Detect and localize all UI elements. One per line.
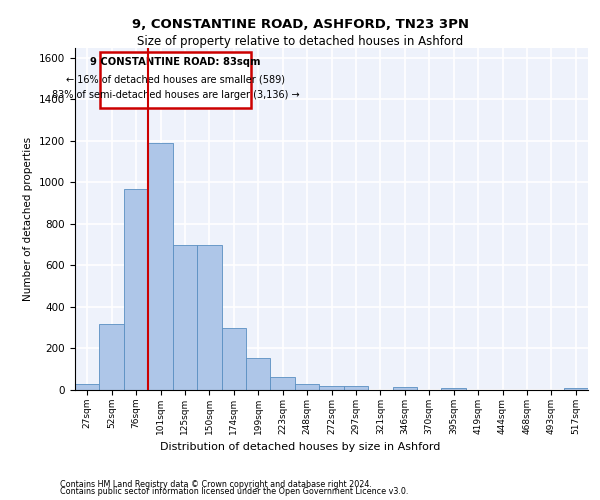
Text: Size of property relative to detached houses in Ashford: Size of property relative to detached ho… [137, 35, 463, 48]
Text: 83% of semi-detached houses are larger (3,136) →: 83% of semi-detached houses are larger (… [52, 90, 299, 100]
Bar [392, 387, 417, 390]
Text: 9 CONSTANTINE ROAD: 83sqm: 9 CONSTANTINE ROAD: 83sqm [91, 58, 261, 68]
Bar [148, 143, 173, 390]
Bar [75, 384, 100, 390]
Y-axis label: Number of detached properties: Number of detached properties [23, 136, 34, 301]
Bar [319, 386, 344, 390]
Text: 9, CONSTANTINE ROAD, ASHFORD, TN23 3PN: 9, CONSTANTINE ROAD, ASHFORD, TN23 3PN [131, 18, 469, 30]
Bar [563, 388, 588, 390]
Bar [124, 188, 148, 390]
Text: Contains public sector information licensed under the Open Government Licence v3: Contains public sector information licen… [60, 487, 409, 496]
Bar [271, 376, 295, 390]
FancyBboxPatch shape [100, 52, 251, 108]
Bar [100, 324, 124, 390]
Bar [344, 386, 368, 390]
Bar [197, 244, 221, 390]
Bar [173, 244, 197, 390]
Text: Contains HM Land Registry data © Crown copyright and database right 2024.: Contains HM Land Registry data © Crown c… [60, 480, 372, 489]
Bar [221, 328, 246, 390]
Bar [442, 388, 466, 390]
Bar [295, 384, 319, 390]
Bar [246, 358, 271, 390]
Text: ← 16% of detached houses are smaller (589): ← 16% of detached houses are smaller (58… [66, 74, 285, 85]
Text: Distribution of detached houses by size in Ashford: Distribution of detached houses by size … [160, 442, 440, 452]
